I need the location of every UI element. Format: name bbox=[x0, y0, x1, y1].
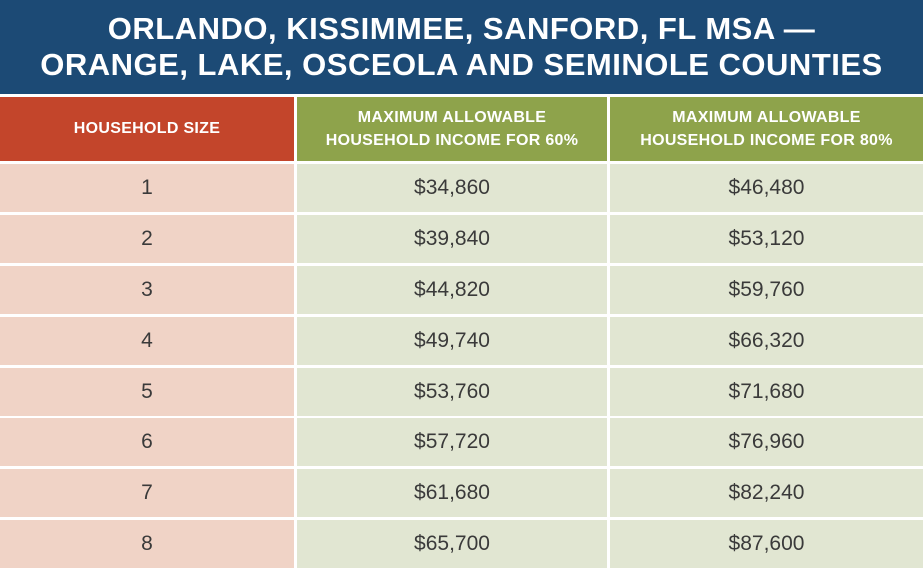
income-60-cell: $49,740 bbox=[297, 316, 607, 365]
income-60-cell: $53,760 bbox=[297, 367, 607, 416]
income-60-cell: $61,680 bbox=[297, 469, 607, 518]
table-row: 5 $53,760 $71,680 bbox=[0, 367, 923, 416]
header-income-60-line-1: MAXIMUM ALLOWABLE bbox=[357, 109, 547, 126]
income-80-cell: $46,480 bbox=[610, 164, 923, 212]
table-row: 1 $34,860 $46,480 bbox=[0, 164, 923, 212]
income-80-cell: $71,680 bbox=[610, 367, 923, 416]
header-income-60-line-2: HOUSEHOLD INCOME FOR 60% bbox=[325, 132, 579, 149]
income-60-cell: $39,840 bbox=[297, 214, 607, 263]
header-income-80: MAXIMUM ALLOWABLE HOUSEHOLD INCOME FOR 8… bbox=[610, 97, 923, 161]
income-80-cell: $66,320 bbox=[610, 316, 923, 365]
title-banner: ORLANDO, KISSIMMEE, SANFORD, FL MSA — OR… bbox=[0, 0, 923, 94]
income-60-cell: $34,860 bbox=[297, 164, 607, 212]
income-60-cell: $57,720 bbox=[297, 418, 607, 467]
household-size-cell: 8 bbox=[0, 520, 294, 569]
income-80-cell: $82,240 bbox=[610, 469, 923, 518]
household-size-cell: 7 bbox=[0, 469, 294, 518]
table-row: 4 $49,740 $66,320 bbox=[0, 316, 923, 365]
income-80-cell: $76,960 bbox=[610, 418, 923, 467]
household-size-cell: 1 bbox=[0, 164, 294, 212]
table-header-row: HOUSEHOLD SIZE MAXIMUM ALLOWABLE HOUSEHO… bbox=[0, 97, 923, 161]
income-60-cell: $65,700 bbox=[297, 520, 607, 569]
income-60-cell: $44,820 bbox=[297, 265, 607, 314]
header-income-80-line-2: HOUSEHOLD INCOME FOR 80% bbox=[640, 132, 893, 149]
income-limits-table: HOUSEHOLD SIZE MAXIMUM ALLOWABLE HOUSEHO… bbox=[0, 97, 923, 569]
header-income-80-line-1: MAXIMUM ALLOWABLE bbox=[672, 109, 861, 126]
household-size-cell: 6 bbox=[0, 418, 294, 467]
title-line-2: ORANGE, LAKE, OSCEOLA AND SEMINOLE COUNT… bbox=[40, 47, 883, 82]
income-80-cell: $59,760 bbox=[610, 265, 923, 314]
title-line-1: ORLANDO, KISSIMMEE, SANFORD, FL MSA — bbox=[107, 11, 816, 46]
household-size-cell: 2 bbox=[0, 214, 294, 263]
table-row: 3 $44,820 $59,760 bbox=[0, 265, 923, 314]
header-income-60: MAXIMUM ALLOWABLE HOUSEHOLD INCOME FOR 6… bbox=[297, 97, 607, 161]
table-row: 2 $39,840 $53,120 bbox=[0, 214, 923, 263]
table-row: 8 $65,700 $87,600 bbox=[0, 520, 923, 569]
household-size-cell: 4 bbox=[0, 316, 294, 365]
table-row: 7 $61,680 $82,240 bbox=[0, 469, 923, 518]
household-size-cell: 3 bbox=[0, 265, 294, 314]
header-household-size: HOUSEHOLD SIZE bbox=[0, 97, 294, 161]
household-size-cell: 5 bbox=[0, 367, 294, 416]
income-80-cell: $87,600 bbox=[610, 520, 923, 569]
income-80-cell: $53,120 bbox=[610, 214, 923, 263]
table-row: 6 $57,720 $76,960 bbox=[0, 418, 923, 467]
